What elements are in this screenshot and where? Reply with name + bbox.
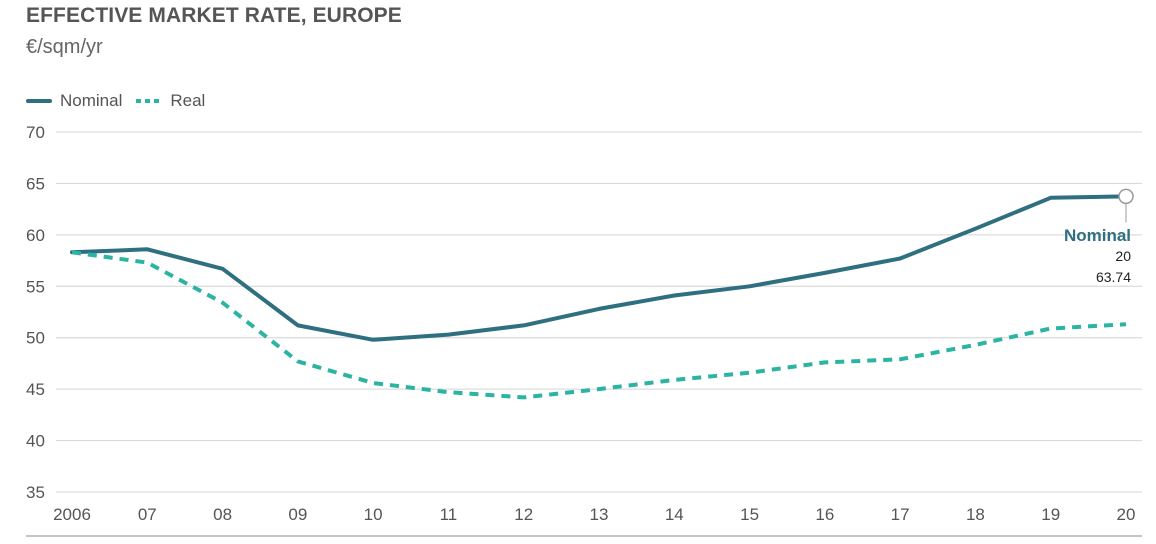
y-tick-label-50: 50 — [26, 329, 45, 348]
x-tick-label-16: 16 — [815, 505, 834, 524]
x-tick-label-17: 17 — [891, 505, 910, 524]
x-tick-label-10: 10 — [364, 505, 383, 524]
x-tick-label-09: 09 — [288, 505, 307, 524]
y-tick-label-60: 60 — [26, 226, 45, 245]
x-tick-label-15: 15 — [740, 505, 759, 524]
x-tick-label-20: 20 — [1117, 505, 1136, 524]
x-tick-label-07: 07 — [138, 505, 157, 524]
annotation-series-name: Nominal — [1064, 226, 1131, 245]
x-tick-label-08: 08 — [213, 505, 232, 524]
x-tick-label-18: 18 — [966, 505, 985, 524]
legend-swatch-nominal — [26, 99, 52, 103]
y-tick-label-40: 40 — [26, 432, 45, 451]
annotation-marker — [1118, 188, 1134, 205]
legend-label-nominal: Nominal — [60, 91, 123, 110]
legend-item-nominal: Nominal — [26, 91, 122, 111]
chart-title: EFFECTIVE MARKET RATE, EUROPE — [26, 4, 402, 27]
legend-item-real: Real — [136, 91, 205, 111]
x-tick-label-12: 12 — [514, 505, 533, 524]
x-tick-label-14: 14 — [665, 505, 684, 524]
legend-swatch-real — [136, 99, 163, 103]
series-line-real — [71, 250, 1127, 400]
legend-label-real: Real — [170, 91, 206, 110]
series-line-nominal — [70, 194, 1128, 342]
x-tick-label-13: 13 — [590, 505, 609, 524]
y-tick-label-55: 55 — [26, 277, 45, 296]
y-tick-label-45: 45 — [26, 380, 45, 399]
annotation-y-value: 63.74 — [1096, 269, 1131, 285]
y-tick-label-65: 65 — [26, 174, 45, 193]
x-tick-label-19: 19 — [1041, 505, 1060, 524]
y-tick-label-35: 35 — [26, 483, 45, 502]
y-tick-label-70: 70 — [26, 123, 45, 142]
annotation-x-value: 20 — [1115, 248, 1131, 264]
legend: Nominal Real — [26, 91, 219, 111]
x-tick-label-11: 11 — [440, 505, 458, 524]
x-tick-label-2006: 2006 — [53, 505, 91, 524]
chart-subtitle: €/sqm/yr — [26, 36, 103, 58]
